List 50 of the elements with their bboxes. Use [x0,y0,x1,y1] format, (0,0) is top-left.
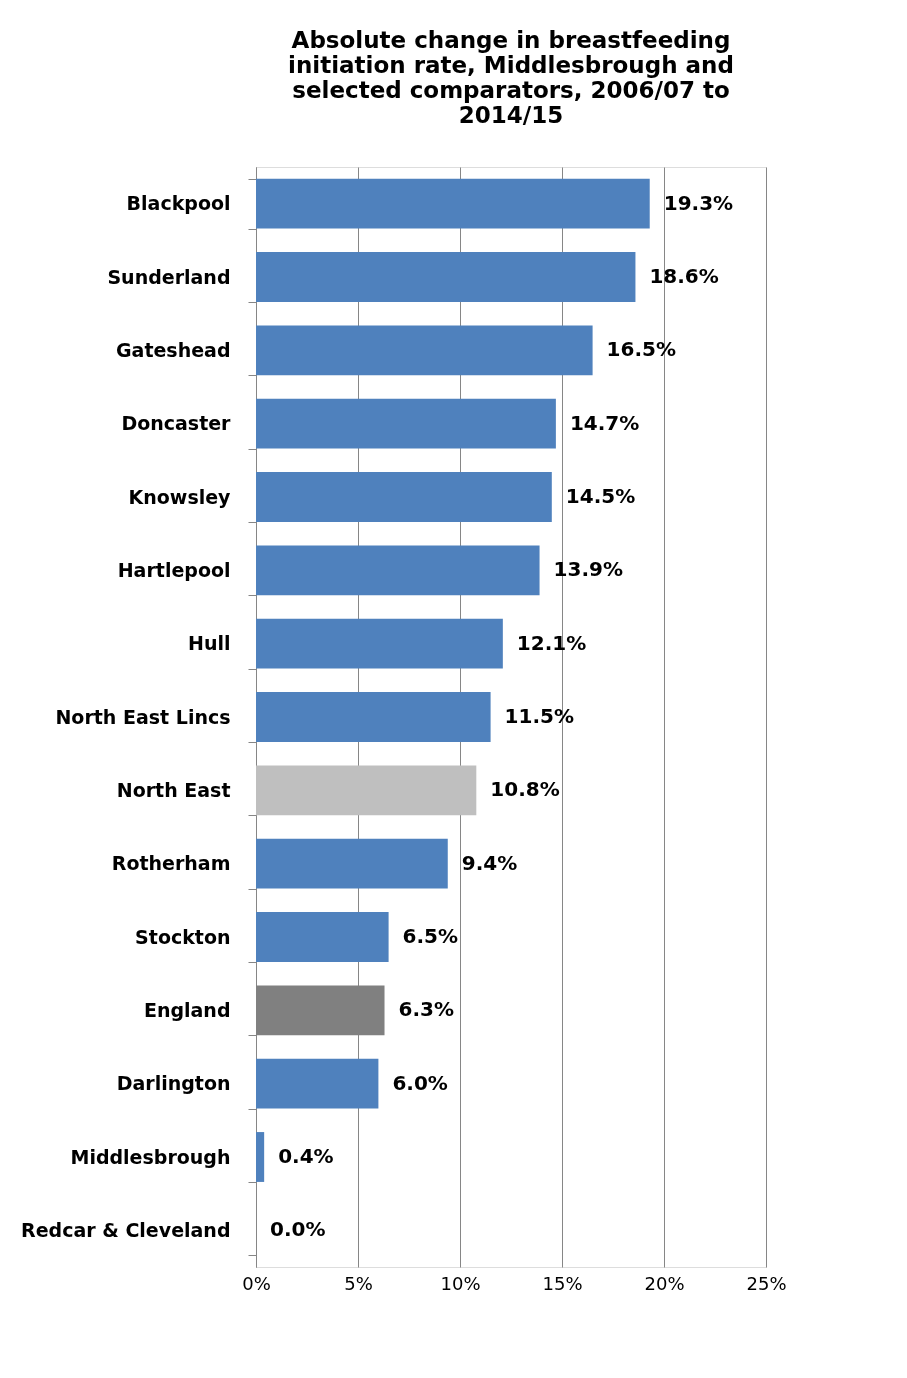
data-label: 13.9% [553,557,623,582]
data-label: 0.4% [278,1144,334,1168]
bar [256,1058,379,1109]
data-label: 12.1% [516,630,587,655]
data-label: 10.8% [490,777,560,802]
y-tick-label: Gateshead [115,338,231,361]
y-tick-label: Hull [188,632,231,655]
chart-title: Absolute change in breastfeeding initiation rate, Middlesbrough and selected comparators, 2006/07 to 2014/15 [288,27,734,128]
x-tick-label: 0% [242,1272,271,1294]
x-tick-label: 15% [542,1272,583,1294]
y-tick-label: Stockton [135,925,231,948]
bar [256,692,491,742]
bar [256,325,593,376]
bar [256,1132,265,1182]
y-tick-label: Hartlepool [117,558,231,581]
data-label: 14.7% [569,410,640,435]
y-tick-label: Doncaster [121,412,232,435]
data-label: 19.3% [663,190,734,215]
data-label: 6.0% [392,1070,448,1095]
bar [256,912,389,962]
y-tick-label: Darlington [116,1072,231,1095]
bar [256,178,650,229]
data-label: 6.3% [398,997,454,1022]
data-label: 9.4% [461,850,518,875]
y-tick-label: Rotherham [111,852,231,875]
bar [256,545,540,596]
bar [256,618,503,669]
y-tick-label: Blackpool [126,192,231,215]
y-tick-label: Sunderland [107,265,231,288]
x-tick-label: 20% [644,1272,685,1294]
x-tick-label: 10% [440,1272,481,1294]
data-label: 18.6% [649,264,719,288]
bar [256,838,448,889]
bar [256,472,552,522]
y-tick-label: Middlesbrough [70,1145,231,1168]
data-label: 14.5% [565,484,636,508]
bar [256,765,477,816]
y-tick-label: North East Lincs [55,705,231,728]
y-tick-label: England [143,998,231,1021]
data-label: 16.5% [606,337,676,362]
data-label: 0.0% [270,1217,326,1242]
bar [256,398,556,449]
y-tick-label: North East [116,778,231,801]
data-label: 6.5% [402,924,459,948]
x-tick-label: 25% [746,1272,787,1294]
y-tick-label: Redcar & Cleveland [21,1218,231,1241]
x-tick-label: 5% [344,1272,373,1294]
bar [256,252,636,302]
y-tick-label: Knowsley [128,485,232,508]
data-label: 11.5% [504,704,574,728]
